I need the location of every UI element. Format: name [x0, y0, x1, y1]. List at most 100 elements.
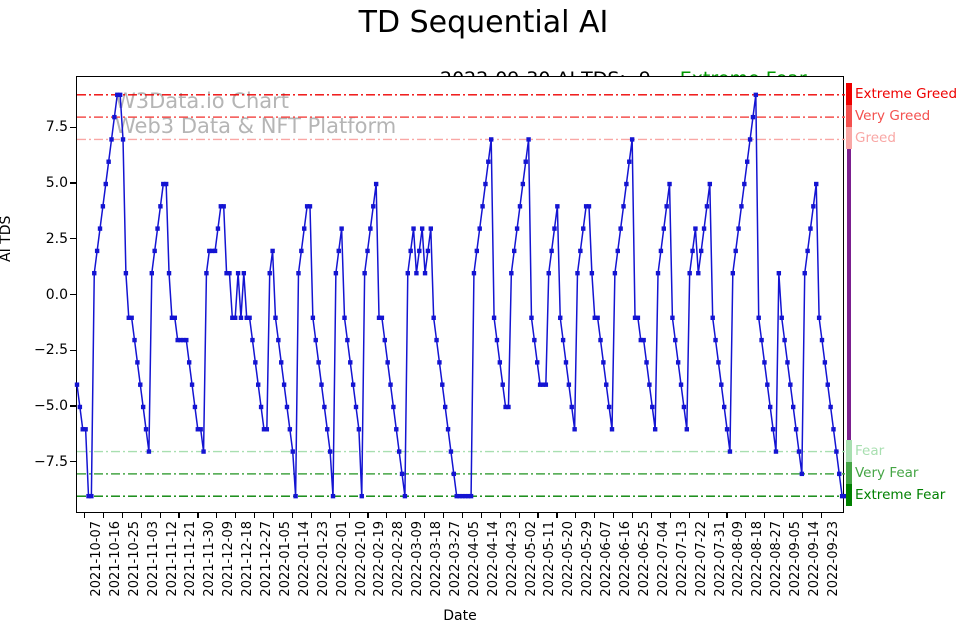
x-tick-label: 2022-03-18 — [429, 521, 445, 597]
x-tick-label: 2022-05-11 — [542, 521, 558, 597]
page-title: TD Sequential AI — [358, 5, 609, 40]
plot-area: W3Data.io Chart Web3 Data & NFT Platform — [74, 76, 848, 513]
y-axis-ticks: 7.5 5.0 2.5 0.0 −2.5 −5.0 −7.5 — [0, 76, 76, 513]
x-tick-mark — [405, 513, 407, 518]
x-tick-label: 2022-09-23 — [825, 521, 841, 597]
x-tick-label: 2022-09-14 — [806, 521, 822, 597]
series-line — [76, 94, 845, 497]
x-tick-label: 2022-08-09 — [731, 521, 747, 597]
y-tick-mark — [70, 238, 76, 240]
threshold-label-greed: Greed — [855, 130, 896, 147]
x-tick-label: 2021-10-16 — [107, 521, 123, 597]
x-tick-label: 2021-11-30 — [202, 521, 218, 597]
x-tick-label: 2022-08-27 — [769, 521, 785, 597]
x-tick-mark — [726, 513, 728, 518]
x-tick-label: 2022-02-28 — [391, 521, 407, 597]
x-tick-mark — [216, 513, 218, 518]
y-tick-mark — [70, 349, 76, 351]
x-tick-mark — [178, 513, 180, 518]
x-tick-mark — [329, 513, 331, 518]
threshold-swatch-extreme-fear — [846, 484, 852, 507]
x-tick-mark — [613, 513, 615, 518]
x-tick-label: 2022-04-14 — [485, 521, 501, 597]
x-tick-label: 2022-07-31 — [712, 521, 728, 597]
x-tick-label: 2022-04-05 — [466, 521, 482, 597]
y-tick-mark — [70, 461, 76, 463]
x-tick-mark — [537, 513, 539, 518]
y-tick-label: −2.5 — [34, 342, 68, 359]
x-tick-label: 2021-12-18 — [240, 521, 256, 597]
x-tick-mark — [442, 513, 445, 518]
x-tick-label: 2021-10-07 — [89, 521, 104, 597]
x-tick-mark — [386, 513, 388, 518]
x-tick-label: 2021-10-25 — [126, 521, 142, 597]
x-tick-label: 2022-01-05 — [277, 521, 293, 597]
x-tick-mark — [197, 513, 199, 518]
y-tick-label: −5.0 — [34, 397, 68, 414]
x-tick-label: 2022-08-18 — [750, 521, 766, 597]
x-tick-mark — [556, 513, 558, 518]
x-tick-mark — [310, 513, 312, 518]
threshold-label-extreme-fear: Extreme Fear — [855, 487, 946, 504]
x-tick-mark — [140, 513, 142, 518]
x-tick-mark — [688, 513, 690, 518]
x-tick-label: 2022-02-01 — [334, 521, 350, 597]
y-tick-label: −7.5 — [34, 453, 68, 470]
x-tick-mark — [84, 513, 86, 518]
series-markers — [74, 92, 848, 499]
x-tick-label: 2022-03-09 — [410, 521, 426, 597]
x-tick-label: 2022-07-22 — [693, 521, 709, 597]
y-tick-mark — [70, 293, 76, 296]
y-tick-mark — [70, 126, 76, 128]
x-tick-mark — [291, 513, 294, 518]
right-spine — [847, 138, 851, 451]
x-tick-label: 2021-11-21 — [183, 521, 199, 597]
threshold-swatch-greed — [846, 127, 852, 150]
x-tick-mark — [348, 513, 350, 518]
x-axis-ticks: 2021-10-07 2021-10-16 2021-10-25 2021-11-03… — [76, 513, 844, 623]
x-tick-label: 2022-05-20 — [561, 521, 577, 597]
x-tick-label: 2022-01-14 — [296, 521, 312, 597]
x-tick-label: 2022-02-10 — [353, 521, 369, 597]
x-tick-label: 2022-03-27 — [447, 521, 463, 597]
x-tick-mark — [745, 513, 747, 518]
threshold-label-very-greed: Very Greed — [855, 108, 931, 125]
x-tick-mark — [367, 513, 369, 518]
x-tick-mark — [159, 513, 161, 518]
x-tick-label: 2022-04-23 — [504, 521, 520, 597]
x-tick-label: 2022-02-19 — [372, 521, 388, 597]
x-tick-label: 2021-12-09 — [221, 521, 237, 597]
x-tick-mark — [121, 513, 123, 518]
x-tick-mark — [480, 513, 482, 518]
series-plot — [74, 92, 848, 499]
x-tick-mark — [272, 513, 275, 518]
threshold-label-fear: Fear — [855, 442, 885, 459]
x-tick-label: 2022-09-05 — [788, 521, 804, 597]
x-tick-mark — [461, 513, 464, 518]
x-tick-label: 2022-06-25 — [636, 521, 652, 597]
x-tick-mark — [783, 513, 785, 518]
x-tick-mark — [764, 513, 766, 518]
x-tick-mark — [235, 513, 237, 518]
y-tick-label: 7.5 — [45, 119, 68, 136]
threshold-swatch-extreme-greed — [846, 82, 852, 105]
x-tick-label: 2021-11-12 — [164, 521, 180, 597]
x-tick-mark — [254, 513, 256, 518]
x-tick-mark — [499, 513, 501, 518]
threshold-label-extreme-greed: Extreme Greed — [855, 85, 958, 102]
x-tick-mark — [518, 513, 520, 518]
y-tick-label: 2.5 — [45, 230, 68, 247]
x-tick-label: 2022-07-13 — [674, 521, 690, 597]
x-axis-label: Date — [443, 608, 477, 624]
x-tick-mark — [707, 513, 709, 518]
x-tick-mark — [102, 513, 105, 518]
x-tick-mark — [650, 513, 653, 518]
y-tick-mark — [70, 405, 76, 407]
threshold-swatch-very-greed — [846, 105, 852, 128]
x-tick-mark — [669, 513, 671, 518]
x-tick-mark — [575, 513, 577, 518]
x-tick-label: 2022-05-29 — [580, 521, 596, 597]
x-tick-mark — [820, 513, 823, 518]
x-tick-mark — [424, 513, 426, 518]
